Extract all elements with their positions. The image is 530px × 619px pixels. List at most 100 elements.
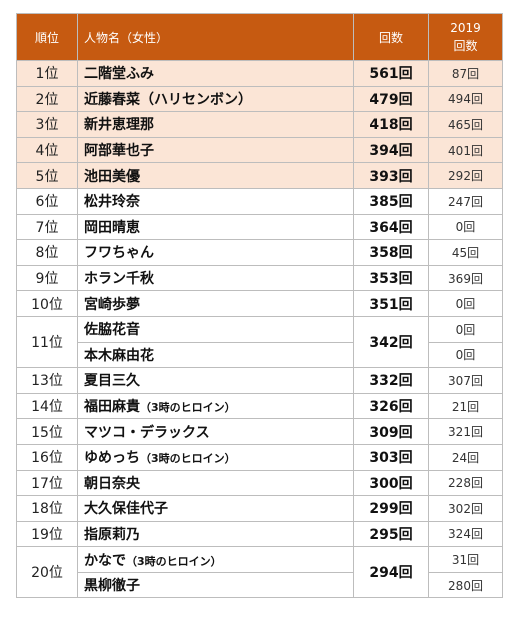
count-cell: 364回: [353, 213, 429, 241]
count-cell: 309回: [353, 418, 429, 445]
person-group-note: （3時のヒロイン）: [126, 554, 222, 568]
table-row: 1位 二階堂ふみ 561回 87回: [16, 60, 503, 87]
count-cell: 326回: [353, 392, 429, 420]
table-row: 11位 佐脇花音 342回 0回: [16, 315, 503, 369]
table-row: 2位 近藤春菜（ハリセンボン） 479回 494回: [16, 85, 503, 113]
table-row: 13位 夏目三久 332回 307回: [16, 367, 503, 394]
prev-year-count-cell: 307回: [428, 367, 503, 394]
table-row: 17位 朝日奈央 300回 228回: [16, 469, 503, 497]
person-name: 新井恵理那: [84, 117, 154, 134]
prev-year-count-cell: 45回: [428, 239, 503, 266]
person-name-cell: 岡田晴恵: [77, 213, 354, 241]
person-name-cell: 朝日奈央: [77, 469, 354, 497]
person-name-cell: マツコ・デラックス: [77, 418, 354, 445]
count-cell: 358回: [353, 239, 429, 266]
person-name-cell: 夏目三久: [77, 367, 354, 394]
prev-year-count-cell: 0回: [428, 341, 503, 369]
count-cell: 353回: [353, 264, 429, 292]
prev-year-count-cell: 292回: [428, 162, 503, 189]
person-name: 近藤春菜（ハリセンボン）: [84, 91, 252, 108]
rank-cell: 2位: [16, 85, 78, 113]
person-name-cell: 松井玲奈: [77, 187, 354, 215]
prev-year-count-cell: 369回: [428, 264, 503, 292]
person-name: 夏目三久: [84, 373, 140, 390]
person-name: 佐脇花音: [84, 322, 140, 339]
person-name-cell: 本木麻由花: [77, 341, 354, 369]
rank-cell: 13位: [16, 367, 78, 394]
count-cell: 294回: [353, 546, 429, 599]
count-cell: 394回: [353, 136, 429, 164]
prev-year-count-cell: 87回: [428, 60, 503, 87]
prev-year-count-cell: 321回: [428, 418, 503, 445]
person-name-cell: 福田麻貴（3時のヒロイン）: [77, 392, 354, 420]
count-cell: 385回: [353, 187, 429, 215]
table-row: 3位 新井恵理那 418回 465回: [16, 111, 503, 138]
person-name-cell: 阿部華也子: [77, 136, 354, 164]
person-group-note: （3時のヒロイン）: [140, 401, 236, 415]
prev-year-count-cell: 324回: [428, 520, 503, 548]
rank-cell: 10位: [16, 290, 78, 317]
table-row: 6位 松井玲奈 385回 247回: [16, 187, 503, 215]
rank-cell: 11位: [16, 315, 78, 369]
rank-cell: 7位: [16, 213, 78, 241]
count-cell: 561回: [353, 60, 429, 87]
person-name: 福田麻貴: [84, 399, 140, 416]
person-name: 大久保佳代子: [84, 501, 168, 518]
person-name-cell: 池田美優: [77, 162, 354, 189]
ranking-table-container: 順位 人物名（女性） 回数 2019 回数 1位 二階堂ふみ 561回 87回 2位 近藤…: [16, 13, 503, 599]
count-cell: 351回: [353, 290, 429, 317]
person-name: 宮崎歩夢: [84, 296, 140, 313]
table-row: 16位 ゆめっち（3時のヒロイン） 303回 24回: [16, 443, 503, 471]
person-name-cell: かなで（3時のヒロイン）: [77, 546, 354, 573]
person-name: 本木麻由花: [84, 347, 154, 364]
rank-cell: 20位: [16, 546, 78, 599]
person-name: 朝日奈央: [84, 475, 140, 492]
person-name: 阿部華也子: [84, 143, 154, 160]
table-row: 4位 阿部華也子 394回 401回: [16, 136, 503, 164]
rank-cell: 4位: [16, 136, 78, 164]
rank-cell: 19位: [16, 520, 78, 548]
count-cell: 332回: [353, 367, 429, 394]
header-prev-count: 2019 回数: [428, 13, 503, 61]
table-row: 5位 池田美優 393回 292回: [16, 162, 503, 189]
table-row: 15位 マツコ・デラックス 309回 321回: [16, 418, 503, 445]
rank-cell: 18位: [16, 495, 78, 522]
prev-year-count-cell: 31回: [428, 546, 503, 573]
header-prev-year: 2019: [450, 21, 481, 35]
ranking-table: 順位 人物名（女性） 回数 2019 回数 1位 二階堂ふみ 561回 87回 2位 近藤…: [16, 13, 503, 599]
table-row: 14位 福田麻貴（3時のヒロイン） 326回 21回: [16, 392, 503, 420]
table-row: 黒柳徹子 280回: [17, 571, 503, 599]
person-name: 岡田晴恵: [84, 219, 140, 236]
rank-cell: 1位: [16, 60, 78, 87]
prev-year-count-cell: 0回: [428, 315, 503, 343]
header-rank: 順位: [16, 13, 78, 61]
table-header: 順位 人物名（女性） 回数 2019 回数: [16, 13, 503, 61]
table-row: 7位 岡田晴恵 364回 0回: [16, 213, 503, 241]
count-cell: 300回: [353, 469, 429, 497]
person-name: ホラン千秋: [84, 271, 154, 288]
table-row: 本木麻由花 0回: [17, 341, 503, 369]
count-cell: 342回: [353, 315, 429, 369]
count-cell: 303回: [353, 443, 429, 471]
rank-cell: 3位: [16, 111, 78, 138]
prev-year-count-cell: 0回: [428, 290, 503, 317]
prev-year-count-cell: 247回: [428, 187, 503, 215]
person-name-cell: ゆめっち（3時のヒロイン）: [77, 443, 354, 471]
person-name-cell: 佐脇花音: [77, 315, 354, 343]
person-name-cell: 新井恵理那: [77, 111, 354, 138]
prev-year-count-cell: 24回: [428, 443, 503, 471]
prev-year-count-cell: 0回: [428, 213, 503, 241]
prev-year-count-cell: 465回: [428, 111, 503, 138]
person-name: ゆめっち: [84, 450, 140, 467]
count-cell: 299回: [353, 495, 429, 522]
person-name: 松井玲奈: [84, 194, 140, 211]
table-body: 1位 二階堂ふみ 561回 87回 2位 近藤春菜（ハリセンボン） 479回 494回 3位 新井…: [16, 60, 503, 599]
person-name: マツコ・デラックス: [84, 424, 210, 441]
person-name: かなで: [84, 552, 126, 569]
rank-cell: 14位: [16, 392, 78, 420]
rank-cell: 17位: [16, 469, 78, 497]
person-name-cell: 黒柳徹子: [77, 571, 354, 599]
person-name: 黒柳徹子: [84, 578, 140, 595]
count-cell: 479回: [353, 85, 429, 113]
person-name-cell: 大久保佳代子: [77, 495, 354, 522]
